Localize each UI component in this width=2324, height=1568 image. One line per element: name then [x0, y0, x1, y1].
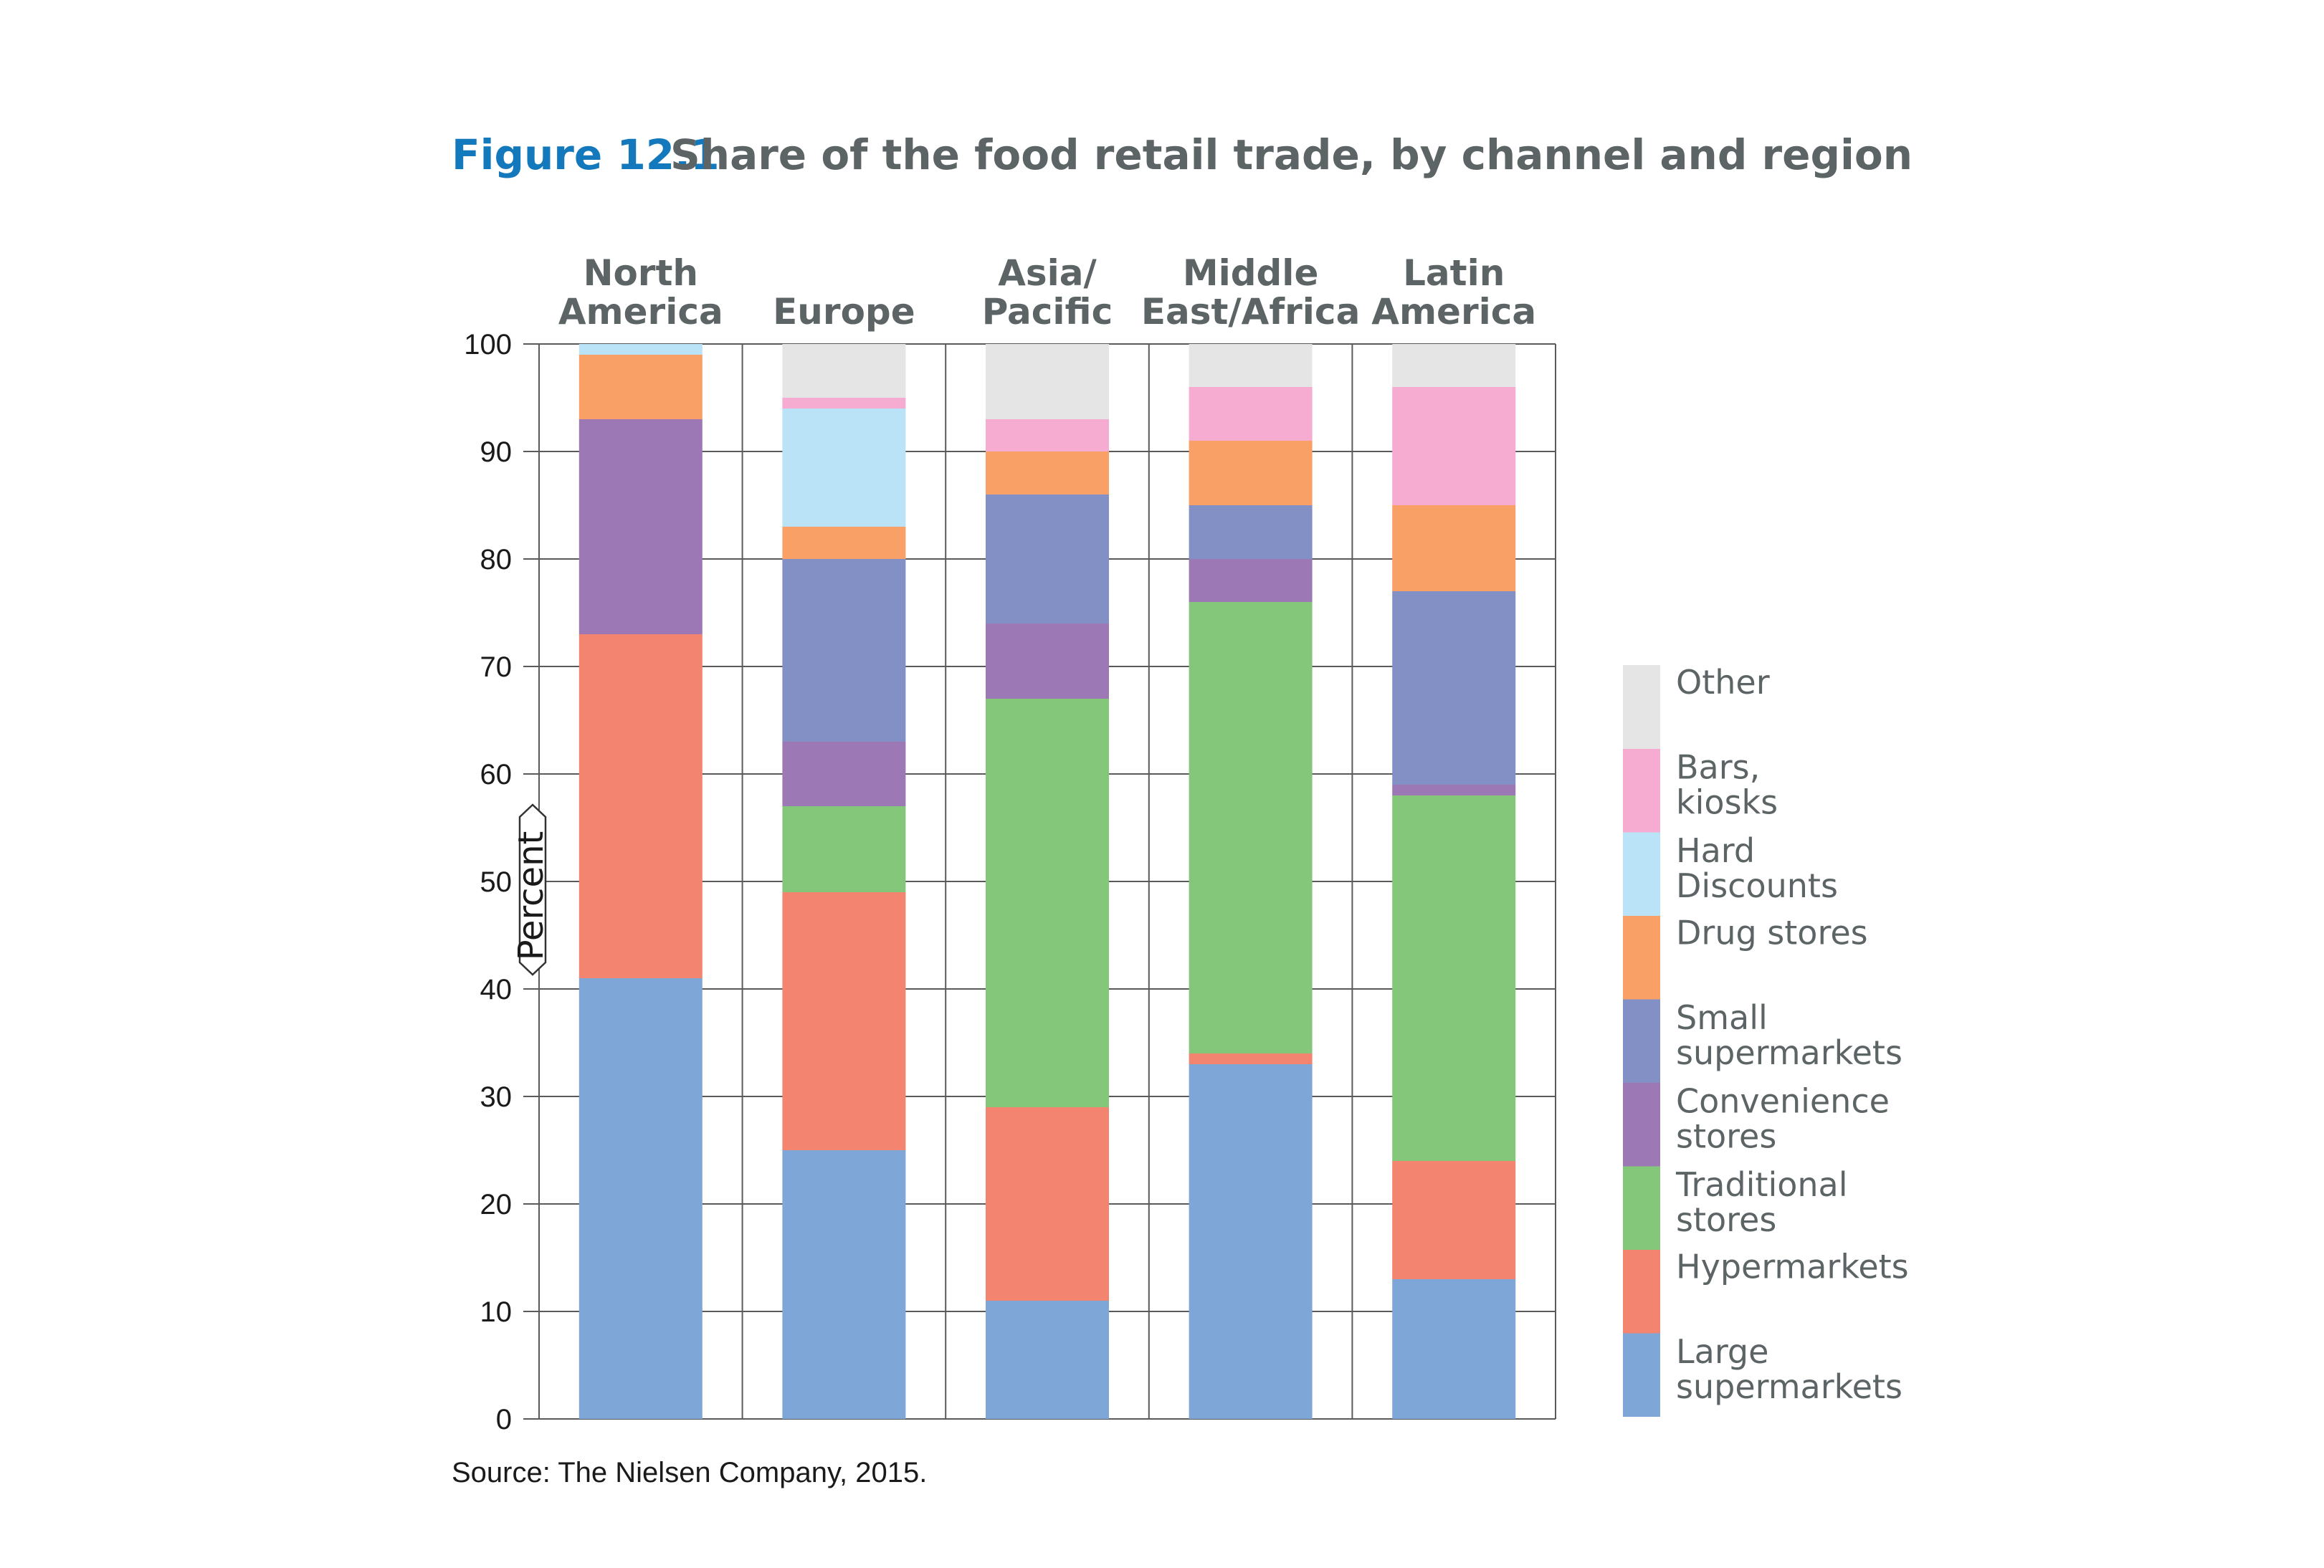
- legend-label: Hypermarkets: [1676, 1248, 1909, 1286]
- y-tick-label: 60: [480, 759, 513, 790]
- legend-label: Discounts: [1676, 866, 1838, 905]
- legend-label: Other: [1676, 663, 1770, 702]
- bar-segment: [1189, 602, 1313, 1053]
- y-tick-label: 70: [480, 651, 513, 683]
- bar-segment: [782, 806, 906, 892]
- bar-segment: [986, 494, 1109, 623]
- legend-label: stores: [1676, 1117, 1776, 1156]
- y-tick-label: 0: [496, 1404, 512, 1435]
- legend-swatch: [1623, 1249, 1660, 1334]
- bar-segment: [1392, 591, 1516, 785]
- y-tick-label: 20: [480, 1189, 513, 1220]
- bar-segment: [1392, 795, 1516, 1161]
- legend: LargesupermarketsHypermarketsTraditional…: [1623, 663, 1909, 1417]
- y-tick-label: 10: [480, 1296, 513, 1328]
- source-note: Source: The Nielsen Company, 2015.: [452, 1457, 927, 1488]
- bar-segment: [1189, 387, 1313, 441]
- category-label: North: [584, 252, 698, 294]
- bar-segment: [782, 344, 906, 398]
- bar-segment: [1392, 387, 1516, 505]
- bar-segment: [986, 1107, 1109, 1301]
- bar-segment: [1189, 441, 1313, 505]
- legend-swatch: [1623, 748, 1660, 833]
- bar-segment: [578, 419, 703, 634]
- bar-segment: [986, 419, 1109, 451]
- bar-segment: [986, 623, 1109, 699]
- legend-label: Convenience: [1676, 1082, 1890, 1121]
- legend-label: Drug stores: [1676, 914, 1868, 952]
- legend-label: Large: [1676, 1332, 1768, 1371]
- y-tick-label: 40: [480, 974, 513, 1005]
- bar-segment: [782, 408, 906, 527]
- bar-segment: [1392, 1279, 1516, 1419]
- y-tick-label: 80: [480, 544, 513, 575]
- bar-segment: [578, 634, 703, 978]
- legend-label: Traditional: [1675, 1165, 1848, 1204]
- legend-swatch: [1623, 1166, 1660, 1250]
- bar-segment: [1189, 344, 1313, 387]
- y-axis-label-arrow: [518, 803, 547, 976]
- category-label: Europe: [773, 291, 915, 333]
- legend-swatch: [1623, 915, 1660, 1000]
- legend-label: stores: [1676, 1200, 1776, 1239]
- bar-segment: [782, 742, 906, 806]
- bar-segment: [1392, 344, 1516, 387]
- bar-segment: [1189, 1053, 1313, 1064]
- category-label: Latin: [1403, 252, 1505, 294]
- bars: [578, 344, 1516, 1419]
- legend-label: Hard: [1676, 831, 1755, 870]
- bar-segment: [986, 1301, 1109, 1419]
- bar-segment: [1189, 559, 1313, 602]
- legend-label: Bars,: [1676, 748, 1760, 787]
- bar-segment: [782, 892, 906, 1150]
- y-tick-label: 90: [480, 436, 513, 468]
- bar-segment: [782, 398, 906, 408]
- y-tick-label: 50: [480, 866, 513, 898]
- bar-segment: [986, 699, 1109, 1107]
- bar-segment: [1189, 505, 1313, 559]
- category-label: Pacific: [982, 291, 1113, 333]
- category-label: America: [1371, 291, 1536, 333]
- bar-segment: [782, 1150, 906, 1419]
- category-label: America: [558, 291, 723, 333]
- legend-label: supermarkets: [1676, 1367, 1902, 1406]
- y-tick-label: 30: [480, 1081, 513, 1113]
- bar-segment: [1189, 1064, 1313, 1419]
- legend-swatch: [1623, 1082, 1660, 1167]
- bar-segment: [578, 355, 703, 419]
- legend-swatch: [1623, 1333, 1660, 1417]
- legend-swatch: [1623, 832, 1660, 916]
- category-label: Middle: [1183, 252, 1319, 294]
- y-tick-label: 100: [464, 329, 512, 360]
- bar-segment: [986, 344, 1109, 419]
- legend-label: kiosks: [1676, 783, 1778, 822]
- bar-segment: [782, 559, 906, 742]
- bar-segment: [1392, 505, 1516, 591]
- bar-segment: [1392, 785, 1516, 795]
- y-axis-label: Percent: [511, 803, 551, 976]
- y-axis: 0 10 20 30 40 50 60 70 80 90 100: [464, 329, 512, 1435]
- bar-segment: [578, 978, 703, 1419]
- legend-swatch: [1623, 999, 1660, 1083]
- legend-swatch: [1623, 665, 1660, 749]
- bar-segment: [1392, 1161, 1516, 1279]
- bar-segment: [578, 344, 703, 355]
- figure-title: Share of the food retail trade, by chann…: [670, 130, 1913, 179]
- category-label: Asia/: [998, 252, 1097, 294]
- category-label: East/Africa: [1141, 291, 1360, 333]
- legend-label: Small: [1676, 998, 1768, 1037]
- bar-segment: [782, 527, 906, 559]
- y-axis-label-text: Percent: [511, 831, 551, 961]
- legend-label: supermarkets: [1676, 1033, 1902, 1072]
- bar-segment: [986, 451, 1109, 494]
- figure-label: Figure 12.1: [452, 130, 720, 179]
